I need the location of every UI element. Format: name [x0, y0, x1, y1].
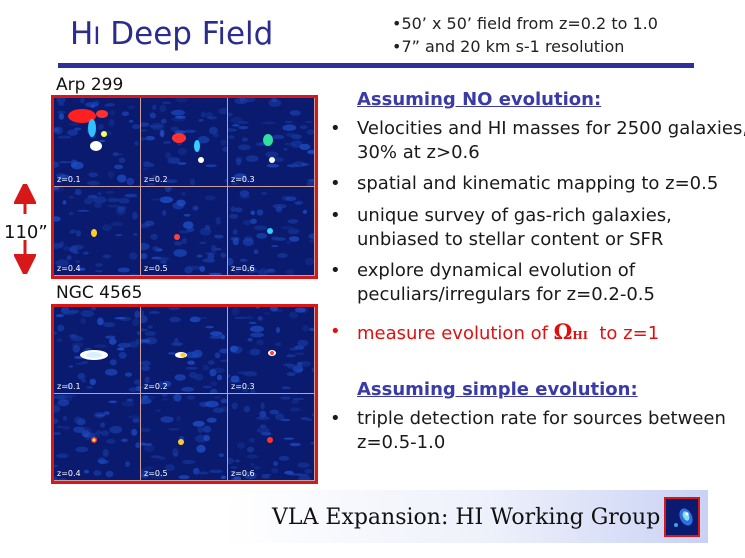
spec-line-2: •7” and 20 km s-1 resolution [392, 37, 625, 56]
redshift-label: z=0.5 [144, 264, 168, 273]
bullet-dot: • [330, 321, 341, 342]
bullet-item: • triple detection rate for sources betw… [330, 407, 740, 455]
galaxy-panel: z=0.2 [141, 98, 227, 186]
highlight-before: measure evolution of [357, 323, 548, 344]
galaxy-panel-image [228, 307, 314, 393]
galaxy-panel-image [54, 394, 140, 480]
gallery-label-ngc4565: NGC 4565 [56, 283, 143, 303]
bullet-item: • spatial and kinematic mapping to z=0.5 [330, 172, 740, 196]
redshift-label: z=0.1 [57, 382, 81, 391]
galaxy-panel: z=0.5 [141, 187, 227, 275]
bullet-dot: • [330, 408, 341, 429]
footer-bar [222, 490, 708, 543]
spec-line-1: •50’ x 50’ field from z=0.2 to 1.0 [392, 14, 658, 33]
redshift-label: z=0.4 [57, 469, 81, 478]
galaxy-panel: z=0.4 [54, 187, 140, 275]
bullet-item: • unique survey of gas-rich galaxies, un… [330, 204, 740, 252]
gallery-label-arp299: Arp 299 [56, 75, 124, 95]
bullet-text: unique survey of gas-rich galaxies, unbi… [357, 205, 672, 250]
bullet-text: Velocities and HI masses for 2500 galaxi… [357, 118, 745, 163]
scale-label: 110” [4, 222, 48, 243]
slide-title: HI Deep Field [70, 16, 273, 52]
galaxy-panel-image [228, 187, 314, 275]
redshift-label: z=0.6 [231, 469, 255, 478]
redshift-label: z=0.2 [144, 175, 168, 184]
bullet-item: • Velocities and HI masses for 2500 gala… [330, 117, 745, 165]
redshift-label: z=0.1 [57, 175, 81, 184]
bullet-dot: • [330, 205, 341, 226]
galaxy-panel: z=0.1 [54, 307, 140, 393]
galaxy-panel: z=0.1 [54, 98, 140, 186]
section-heading-simple-evolution: Assuming simple evolution: [357, 379, 638, 400]
galaxy-panel-image [54, 98, 140, 186]
gallery-ngc4565: z=0.1 z=0.2 z=0.3 z=0.4 z=0.5 z=0.6 [51, 304, 318, 484]
redshift-label: z=0.4 [57, 264, 81, 273]
bullet-text: explore dynamical evolution of peculiars… [357, 260, 655, 305]
galaxy-panel: z=0.3 [228, 98, 314, 186]
omega-subscript: HI [572, 329, 588, 342]
bullet-item-highlight: • measure evolution of ΩHI to z=1 [330, 320, 740, 348]
highlight-after: to z=1 [599, 323, 660, 344]
title-main: Deep Field [110, 16, 274, 52]
galaxy-thumbnail-image [664, 497, 700, 537]
galaxy-panel: z=0.3 [228, 307, 314, 393]
title-rule [58, 63, 694, 68]
bullet-text: spatial and kinematic mapping to z=0.5 [357, 173, 719, 194]
galaxy-panel-image [54, 307, 140, 393]
galaxy-panel-image [141, 394, 227, 480]
galaxy-panel: z=0.5 [141, 394, 227, 480]
bullet-item: • explore dynamical evolution of peculia… [330, 259, 740, 307]
galaxy-panel: z=0.6 [228, 394, 314, 480]
section-heading-no-evolution: Assuming NO evolution: [357, 89, 602, 110]
bullet-dot: • [330, 260, 341, 281]
bullet-text: triple detection rate for sources betwee… [357, 408, 726, 453]
galaxy-panel: z=0.6 [228, 187, 314, 275]
galaxy-panel-image [141, 307, 227, 393]
bullet-dot: • [330, 118, 341, 139]
galaxy-panel: z=0.4 [54, 394, 140, 480]
galaxy-panel-image [228, 394, 314, 480]
bullet-dot: • [330, 173, 341, 194]
redshift-label: z=0.6 [231, 264, 255, 273]
gallery-arp299: z=0.1 z=0.2 z=0.3 z=0.4 z=0.5 z=0.6 [51, 95, 318, 279]
title-prefix-i: I [93, 22, 101, 50]
omega-symbol: Ω [553, 319, 573, 344]
redshift-label: z=0.3 [231, 382, 255, 391]
galaxy-panel-image [228, 98, 314, 186]
scale-arrow [14, 184, 36, 274]
galaxy-panel-image [141, 187, 227, 275]
galaxy-thumbnail-graphic [666, 499, 698, 535]
galaxy-panel-image [141, 98, 227, 186]
galaxy-panel-image [54, 187, 140, 275]
galaxy-panel: z=0.2 [141, 307, 227, 393]
redshift-label: z=0.3 [231, 175, 255, 184]
redshift-label: z=0.2 [144, 382, 168, 391]
footer-text: VLA Expansion: HI Working Group [272, 505, 661, 530]
title-prefix-h: H [70, 16, 94, 52]
redshift-label: z=0.5 [144, 469, 168, 478]
